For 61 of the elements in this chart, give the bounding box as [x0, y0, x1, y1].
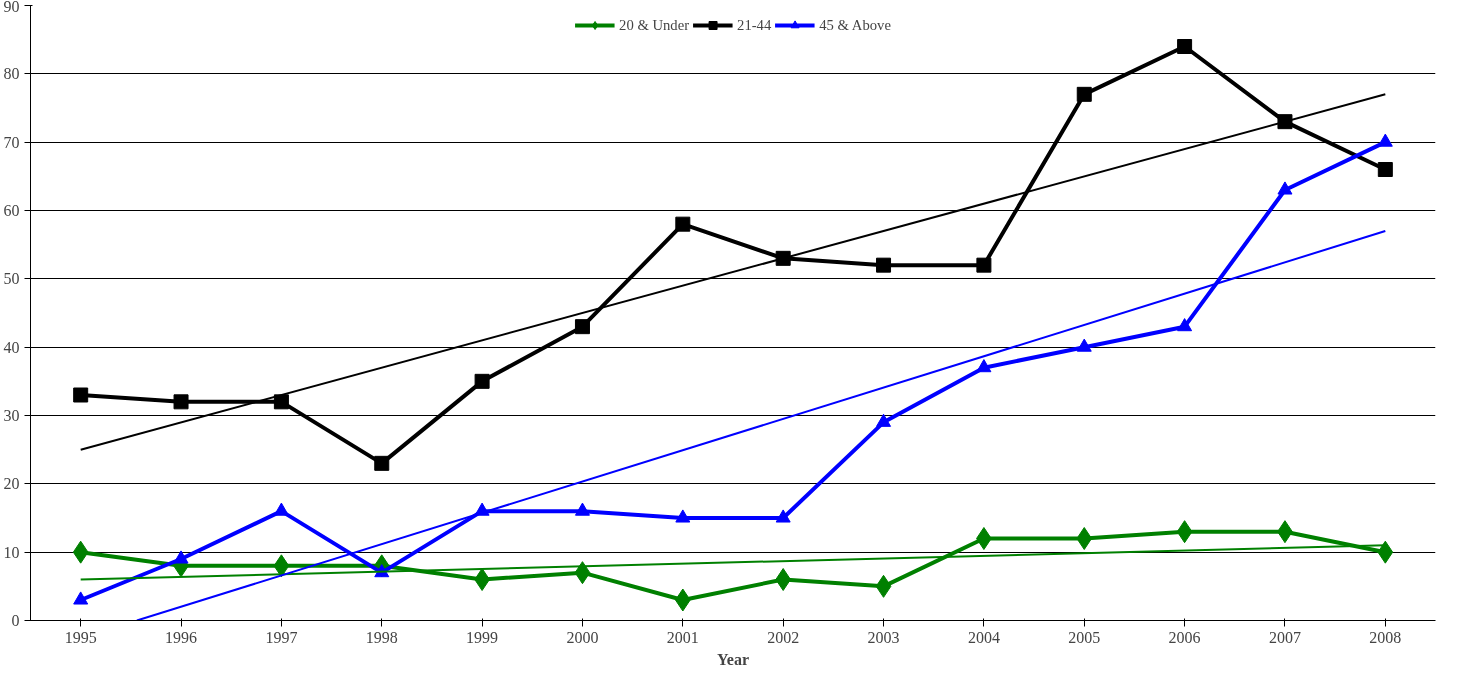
y-tick-label: 10 [3, 543, 20, 561]
point [775, 568, 792, 591]
x-tick-label: 1999 [466, 628, 499, 646]
y-tick-label: 20 [3, 475, 20, 493]
point [775, 509, 791, 523]
x-tick-label: 1997 [265, 628, 298, 646]
point [1076, 338, 1092, 352]
point [73, 591, 89, 605]
x-tick-label: 2002 [767, 628, 800, 646]
point [574, 561, 591, 585]
y-tick-label: 70 [3, 133, 20, 151]
point [875, 574, 892, 598]
point [173, 394, 189, 410]
x-tick-label: 2008 [1369, 628, 1402, 646]
x-tick-label: 1996 [165, 628, 198, 646]
point [1377, 162, 1393, 177]
point [1377, 133, 1393, 147]
point [574, 319, 590, 335]
y-tick-label: 30 [3, 407, 20, 424]
point [1076, 527, 1093, 550]
point [1177, 39, 1193, 54]
point [173, 550, 189, 564]
x-tick-label: 2005 [1068, 628, 1101, 646]
point [574, 502, 590, 516]
point [273, 394, 289, 410]
point [73, 387, 89, 403]
legend-label: 20 & Under [619, 16, 690, 34]
point [72, 540, 89, 564]
point [674, 588, 691, 612]
y-tick-label: 40 [3, 338, 20, 356]
point [675, 509, 691, 523]
point [1277, 181, 1293, 195]
point [273, 554, 290, 578]
y-tick-label: 60 [3, 202, 20, 219]
y-tick-label: 90 [3, 0, 20, 15]
point [1277, 114, 1293, 130]
x-axis-title: Year [717, 650, 749, 668]
y-tick-label: 80 [3, 65, 20, 83]
x-tick-label: 2000 [566, 628, 599, 646]
point [976, 257, 992, 273]
point [1176, 520, 1193, 544]
point [976, 359, 992, 373]
x-tick-label: 1995 [64, 628, 97, 646]
x-tick-label: 2004 [967, 628, 1000, 646]
point [876, 257, 892, 273]
y-tick-label: 50 [3, 270, 20, 288]
point [1377, 540, 1394, 564]
legend-label: 45 & Above [819, 16, 891, 34]
point [474, 373, 490, 389]
x-tick-label: 2001 [666, 628, 699, 646]
point [1076, 86, 1092, 102]
point [1177, 318, 1193, 332]
x-tick-label: 2006 [1168, 628, 1201, 646]
x-tick-label: 2007 [1268, 628, 1301, 646]
legend-label: 21-44 [737, 16, 772, 34]
point [675, 216, 691, 232]
x-tick-label: 2003 [867, 628, 900, 646]
y-tick-label: 0 [11, 612, 20, 629]
x-tick-label: 1998 [365, 628, 398, 646]
point [374, 455, 390, 471]
point [876, 413, 892, 427]
